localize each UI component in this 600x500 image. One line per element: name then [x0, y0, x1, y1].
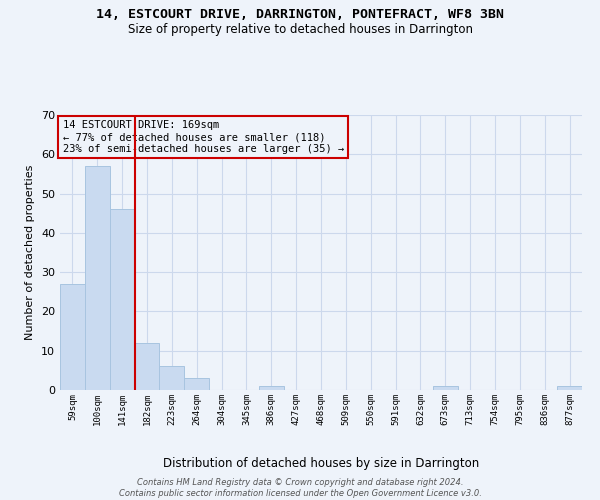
Y-axis label: Number of detached properties: Number of detached properties: [25, 165, 35, 340]
Bar: [110, 210, 134, 390]
Bar: [85, 166, 110, 390]
Bar: [259, 386, 284, 390]
Text: Distribution of detached houses by size in Darrington: Distribution of detached houses by size …: [163, 458, 479, 470]
Bar: [60, 284, 85, 390]
Bar: [134, 343, 160, 390]
Bar: [557, 386, 582, 390]
Bar: [433, 386, 458, 390]
Text: 14, ESTCOURT DRIVE, DARRINGTON, PONTEFRACT, WF8 3BN: 14, ESTCOURT DRIVE, DARRINGTON, PONTEFRA…: [96, 8, 504, 20]
Bar: [184, 378, 209, 390]
Text: Size of property relative to detached houses in Darrington: Size of property relative to detached ho…: [128, 22, 473, 36]
Text: Contains HM Land Registry data © Crown copyright and database right 2024.
Contai: Contains HM Land Registry data © Crown c…: [119, 478, 481, 498]
Text: 14 ESTCOURT DRIVE: 169sqm
← 77% of detached houses are smaller (118)
23% of semi: 14 ESTCOURT DRIVE: 169sqm ← 77% of detac…: [62, 120, 344, 154]
Bar: [160, 366, 184, 390]
